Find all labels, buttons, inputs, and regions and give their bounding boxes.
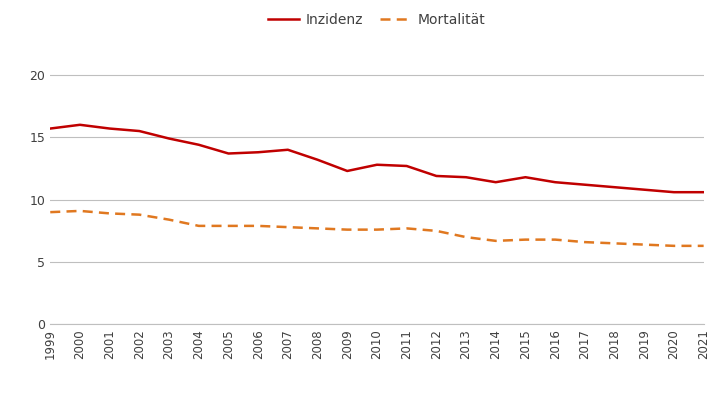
Inzidenz (491, 180, 500, 185)
Inzidenz (670, 190, 679, 195)
Mortalität (610, 241, 619, 246)
Mortalität (284, 225, 292, 230)
Inzidenz (313, 157, 322, 162)
Line: Inzidenz: Inzidenz (50, 125, 704, 192)
Mortalität (402, 226, 411, 231)
Inzidenz (699, 190, 708, 195)
Inzidenz (581, 182, 589, 187)
Mortalität (432, 228, 441, 233)
Mortalität (164, 217, 173, 222)
Mortalität (224, 223, 233, 228)
Mortalität (135, 212, 144, 217)
Inzidenz (164, 136, 173, 141)
Inzidenz (195, 142, 203, 147)
Inzidenz (640, 187, 648, 192)
Mortalität (106, 211, 114, 216)
Inzidenz (343, 168, 352, 173)
Inzidenz (610, 185, 619, 190)
Legend: Inzidenz, Mortalität: Inzidenz, Mortalität (263, 7, 491, 32)
Mortalität (46, 210, 55, 215)
Mortalität (640, 242, 648, 247)
Mortalität (699, 243, 708, 248)
Mortalität (195, 223, 203, 228)
Mortalität (491, 238, 500, 243)
Inzidenz (106, 126, 114, 131)
Inzidenz (75, 122, 84, 127)
Line: Mortalität: Mortalität (50, 211, 704, 246)
Mortalität (581, 240, 589, 245)
Inzidenz (521, 175, 530, 180)
Mortalität (551, 237, 559, 242)
Inzidenz (46, 126, 55, 131)
Mortalität (373, 227, 381, 232)
Mortalität (75, 208, 84, 213)
Inzidenz (135, 129, 144, 134)
Inzidenz (402, 163, 411, 168)
Inzidenz (373, 162, 381, 167)
Inzidenz (462, 175, 470, 180)
Mortalität (670, 243, 679, 248)
Inzidenz (432, 173, 441, 178)
Inzidenz (254, 150, 263, 155)
Mortalität (462, 235, 470, 240)
Mortalität (343, 227, 352, 232)
Inzidenz (284, 147, 292, 152)
Mortalität (254, 223, 263, 228)
Mortalität (313, 226, 322, 231)
Inzidenz (551, 180, 559, 185)
Inzidenz (224, 151, 233, 156)
Mortalität (521, 237, 530, 242)
